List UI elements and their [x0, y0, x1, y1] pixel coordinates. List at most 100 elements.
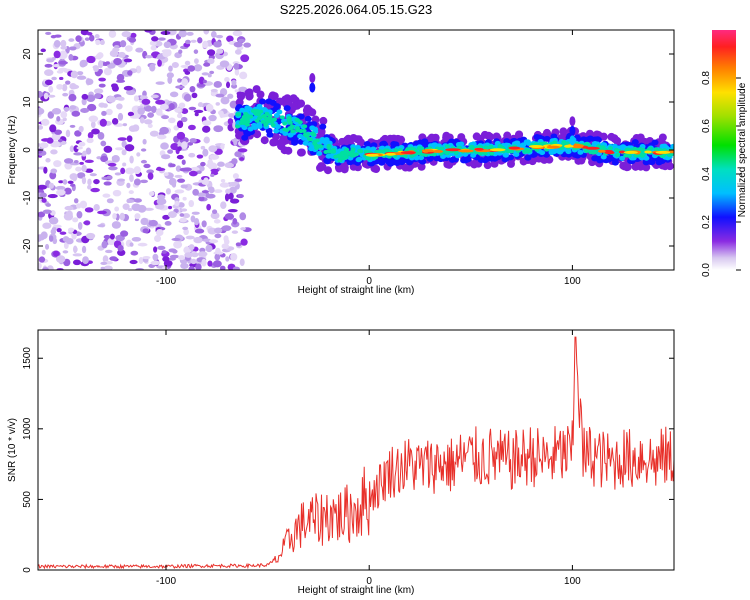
noise-blob	[207, 260, 213, 267]
noise-blob	[210, 168, 220, 173]
noise-blob	[188, 199, 195, 208]
signal-blob	[622, 163, 631, 172]
noise-blob	[238, 86, 248, 93]
noise-blob	[68, 38, 75, 42]
noise-blob	[56, 70, 64, 74]
noise-blob	[107, 238, 116, 246]
signal-blob	[336, 153, 342, 158]
noise-blob	[176, 154, 184, 160]
noise-blob	[76, 71, 84, 76]
noise-blob	[197, 251, 208, 257]
noise-blob	[233, 63, 240, 70]
signal-peak	[474, 147, 484, 151]
noise-blob	[86, 103, 97, 112]
noise-blob	[168, 65, 173, 72]
signal-peak	[457, 149, 474, 153]
signal-blob	[386, 160, 394, 167]
noise-blob	[64, 205, 74, 211]
signal-blob	[648, 146, 654, 151]
signal-blob	[540, 155, 549, 164]
noise-blob	[193, 109, 204, 114]
noise-blob	[228, 113, 236, 118]
noise-blob	[39, 192, 47, 198]
signal-blob	[584, 148, 590, 153]
noise-blob	[93, 88, 104, 94]
noise-blob	[210, 30, 217, 38]
noise-blob	[208, 114, 217, 122]
signal-blob	[433, 155, 441, 162]
colorbar-gradient	[712, 30, 736, 270]
spectrogram-x-tick-label: 0	[366, 276, 372, 287]
noise-blob	[105, 249, 113, 254]
signal-blob	[486, 132, 495, 141]
noise-blob	[219, 60, 230, 68]
noise-blob	[240, 227, 246, 231]
spectrogram-y-tick-label: -10	[22, 190, 33, 205]
noise-blob	[194, 112, 199, 117]
noise-blob	[51, 133, 61, 141]
noise-blob	[44, 79, 53, 86]
colorbar-tick-label: 0.2	[701, 215, 712, 229]
signal-blob	[642, 163, 651, 172]
noise-blob	[47, 94, 56, 98]
noise-blob	[231, 79, 237, 86]
noise-blob	[85, 147, 92, 155]
noise-blob	[156, 198, 167, 205]
signal-blob	[314, 138, 320, 143]
noise-blob	[243, 42, 252, 48]
noise-blob	[105, 61, 110, 65]
signal-blob	[287, 120, 293, 125]
noise-blob	[234, 178, 243, 182]
noise-blob	[143, 163, 151, 169]
noise-blob	[191, 211, 200, 215]
noise-blob	[130, 250, 139, 256]
snr-y-axis: 0 500 1000 1500	[22, 347, 674, 573]
noise-blob	[74, 130, 82, 137]
signal-blob	[243, 111, 249, 116]
signal-blob	[416, 139, 424, 146]
noise-blob	[231, 158, 238, 165]
noise-blob	[233, 41, 243, 48]
noise-blob	[177, 255, 186, 261]
noise-blob	[224, 76, 230, 83]
noise-blob	[86, 57, 96, 64]
noise-blob	[142, 255, 151, 260]
noise-blob	[229, 181, 238, 187]
noise-blob	[155, 81, 165, 85]
noise-blob	[71, 173, 78, 182]
noise-blob	[86, 94, 96, 102]
noise-blob	[93, 65, 99, 72]
noise-blob	[150, 94, 159, 99]
noise-blob	[159, 103, 169, 111]
noise-blob	[162, 214, 170, 220]
noise-blob	[219, 110, 224, 119]
signal-blob	[438, 146, 444, 151]
noise-blob	[190, 39, 197, 43]
noise-blob	[188, 124, 196, 131]
noise-blob	[215, 34, 224, 39]
noise-blob	[84, 168, 94, 173]
noise-blob	[234, 68, 240, 76]
signal-blob	[604, 156, 612, 163]
signal-blob	[289, 94, 298, 103]
noise-blob	[193, 64, 203, 72]
signal-blob	[264, 119, 270, 124]
noise-blob	[94, 34, 100, 39]
noise-blob	[121, 31, 132, 38]
noise-blob	[115, 96, 125, 101]
signal-blob	[659, 154, 665, 159]
signal-blob	[297, 99, 306, 108]
noise-blob	[69, 82, 77, 90]
signal-blob	[284, 146, 293, 155]
noise-blob	[194, 217, 200, 226]
noise-blob	[194, 228, 205, 234]
signal-blob	[269, 138, 278, 147]
noise-blob	[129, 155, 134, 164]
signal-blob	[239, 107, 246, 113]
noise-blob	[149, 63, 156, 72]
noise-blob	[105, 108, 113, 116]
noise-blob	[147, 112, 155, 118]
noise-blob	[169, 257, 176, 261]
signal-blob	[413, 155, 420, 161]
signal-peak	[597, 149, 606, 153]
